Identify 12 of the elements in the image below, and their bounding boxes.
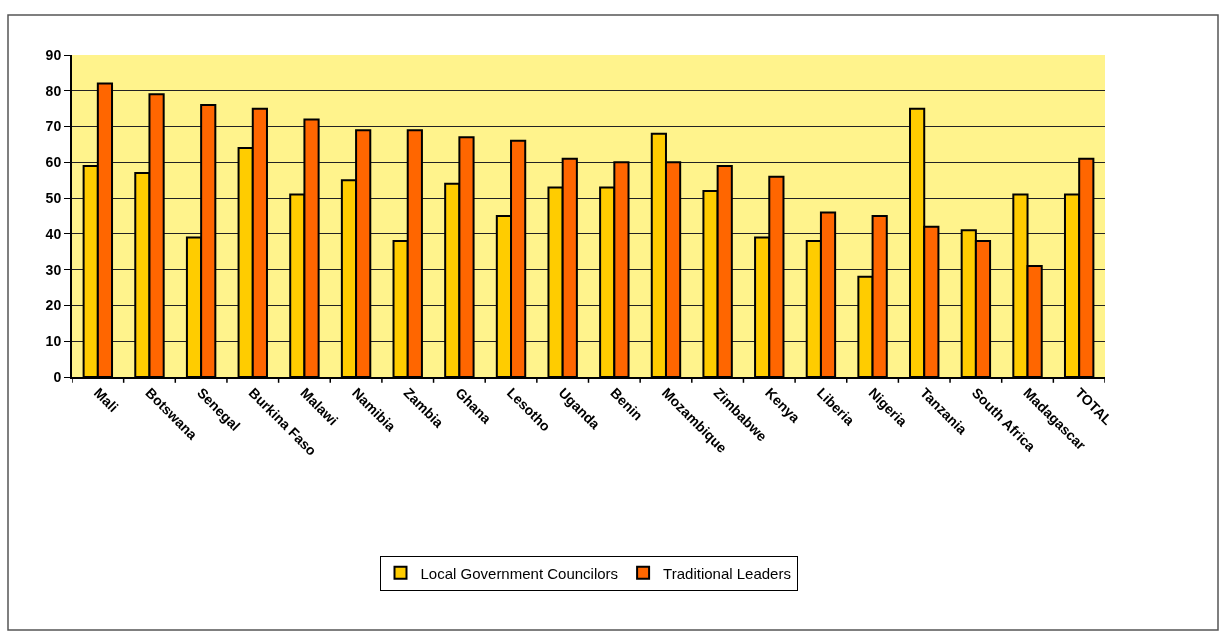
y-tick-label: 40 [45, 225, 62, 242]
y-tick-label: 30 [45, 261, 62, 278]
y-tick-label: 20 [45, 297, 62, 314]
y-tick-label: 10 [45, 333, 62, 350]
legend-label: Traditional Leaders [663, 564, 791, 582]
y-tick-label: 80 [45, 82, 62, 99]
y-tick-label: 90 [45, 46, 62, 63]
y-tick-label: 0 [53, 368, 62, 385]
y-tick-label: 70 [45, 118, 62, 135]
y-tick-label: 60 [45, 154, 62, 171]
legend-label: Local Government Councilors [420, 564, 619, 582]
y-tick-label: 50 [45, 190, 62, 207]
